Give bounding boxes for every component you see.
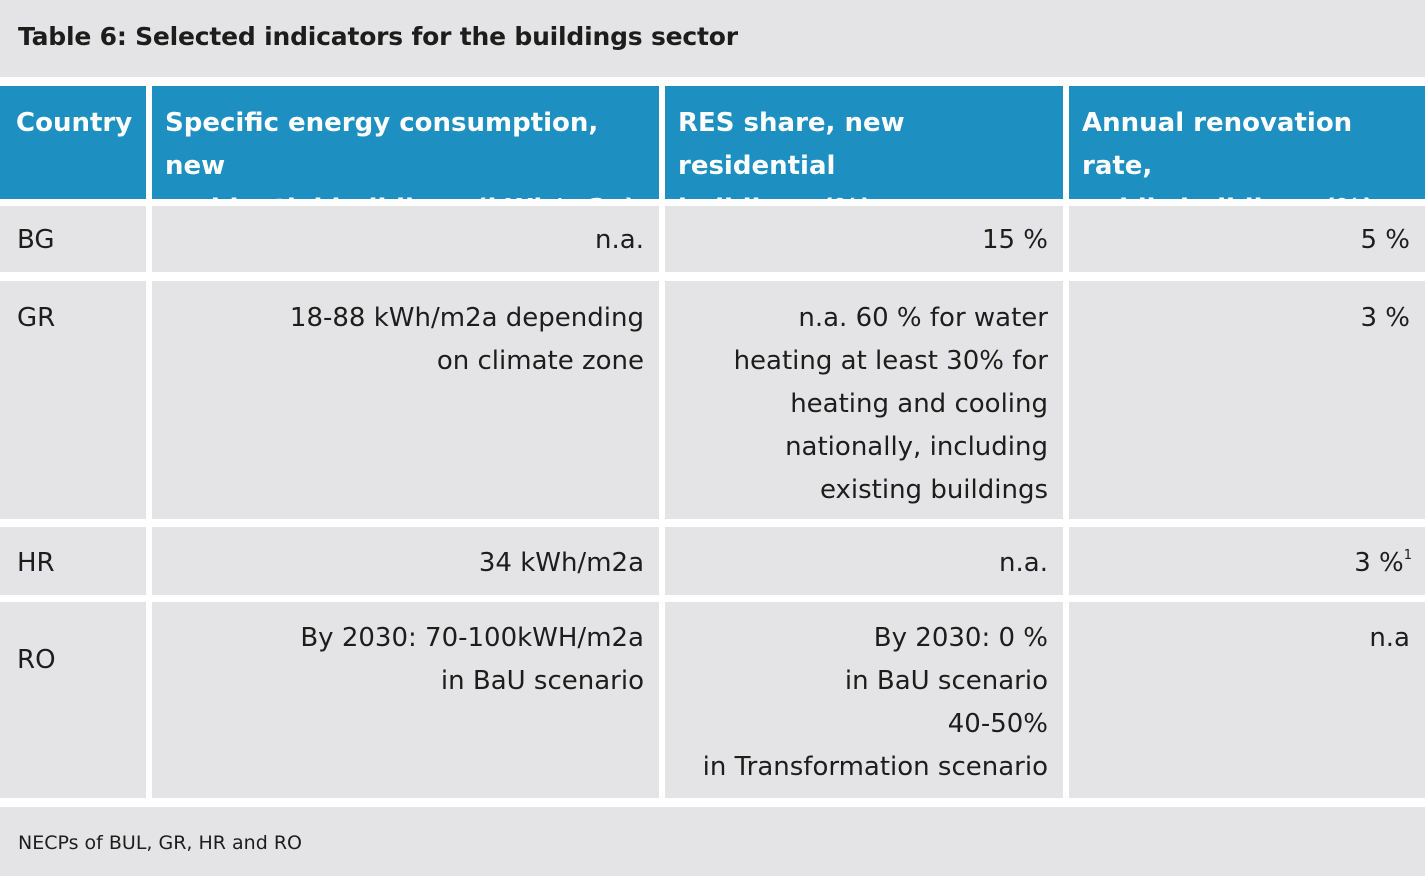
header-renovation-rate: Annual renovation rate, public buildings… [1069, 86, 1425, 199]
cell-line: heating and cooling [790, 389, 1048, 419]
table-cell-energy: By 2030: 70-100kWH/m2a in BaU scenario [152, 602, 659, 798]
cell-line: By 2030: 70-100kWH/m2a [300, 623, 644, 653]
table-cell-res: By 2030: 0 % in BaU scenario 40-50% in T… [665, 602, 1063, 798]
header-energy-line-1: Specific energy consumption, new [165, 108, 599, 181]
header-divider [146, 99, 152, 199]
header-res-line-1: RES share, new residential [678, 108, 905, 181]
cell-line: in BaU scenario [440, 666, 644, 696]
header-country: Country [0, 86, 146, 199]
table-cell-country: RO [0, 602, 146, 798]
table-cell-res: 15 % [665, 206, 1063, 272]
header-energy-consumption: Specific energy consumption, new residen… [152, 86, 659, 199]
table-cell-res: n.a. [665, 527, 1063, 595]
table-footer [0, 807, 1425, 876]
cell-line: in Transformation scenario [702, 752, 1048, 782]
table-title: Table 6: Selected indicators for the bui… [18, 22, 738, 51]
table-cell-energy: n.a. [152, 206, 659, 272]
cell-line: heating at least 30% for [733, 346, 1048, 376]
cell-line: n.a. [595, 225, 644, 255]
table-source-note: NECPs of BUL, GR, HR and RO [18, 832, 302, 854]
cell-line: 15 % [981, 225, 1048, 255]
country-code: RO [17, 645, 56, 675]
table-cell-res: n.a. 60 % for water heating at least 30%… [665, 281, 1063, 519]
table-cell-renovation: n.a [1069, 602, 1425, 798]
cell-line: By 2030: 0 % [873, 623, 1048, 653]
table-title-bar [0, 0, 1425, 77]
header-renovation-line-2: public buildings (%) [1082, 188, 1417, 199]
cell-line: 18-88 kWh/m2a depending [289, 303, 644, 333]
table-cell-energy: 34 kWh/m2a [152, 527, 659, 595]
footnote-marker: 1 [1403, 548, 1412, 564]
header-divider [659, 99, 665, 199]
table-cell-renovation: 5 % [1069, 206, 1425, 272]
cell-line: n.a. [999, 548, 1048, 578]
cell-line: in BaU scenario [844, 666, 1048, 696]
country-code: GR [17, 303, 56, 333]
header-country-line: Country [16, 108, 133, 138]
table-cell-energy: 18-88 kWh/m2a depending on climate zone [152, 281, 659, 519]
header-renovation-line-1: Annual renovation rate, [1082, 108, 1353, 181]
cell-value: n.a [1369, 623, 1410, 653]
table-cell-country: GR [0, 281, 146, 519]
header-res-share: RES share, new residential buildings (%) [665, 86, 1063, 199]
cell-line: 40-50% [947, 709, 1048, 739]
cell-line: 34 kWh/m2a [478, 548, 644, 578]
header-res-line-2: buildings (%) [678, 188, 1055, 199]
cell-line: existing buildings [819, 475, 1048, 505]
cell-line: nationally, including [785, 432, 1048, 462]
cell-value: 5 % [1360, 225, 1410, 255]
cell-value: 3 % [1354, 548, 1404, 578]
cell-value: 3 % [1360, 303, 1410, 333]
country-code: BG [17, 225, 55, 255]
table-cell-renovation: 3 %1 [1069, 527, 1425, 595]
header-energy-line-2: residential buildings (kWh/m2a) [165, 188, 651, 199]
table-cell-country: HR [0, 527, 146, 595]
header-divider [1063, 99, 1069, 199]
table-cell-renovation: 3 % [1069, 281, 1425, 519]
table-cell-country: BG [0, 206, 146, 272]
cell-line: on climate zone [436, 346, 644, 376]
country-code: HR [17, 548, 55, 578]
cell-line: n.a. 60 % for water [798, 303, 1048, 333]
